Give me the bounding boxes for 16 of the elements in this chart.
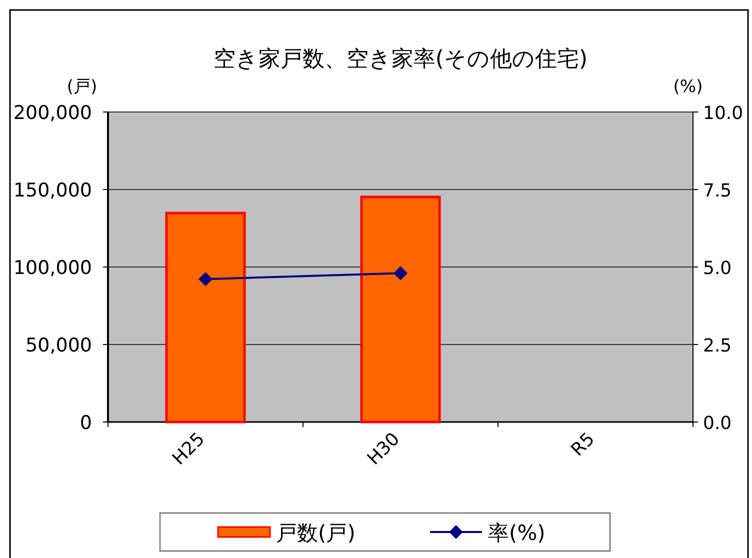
- y2-tick-label: 10.0: [703, 103, 744, 124]
- y-tick-label: 50,000: [26, 334, 92, 356]
- y2-tick-label: 2.5: [703, 336, 732, 356]
- y-tick-label: 100,000: [13, 257, 92, 279]
- x-tick-label: R5: [567, 428, 600, 460]
- y-tick-label: 200,000: [13, 102, 92, 124]
- y-axis-title: (戸): [66, 77, 98, 97]
- y2-axis-title: (%): [673, 77, 703, 97]
- y2-tick-label: 0.0: [703, 413, 732, 434]
- chart-title: 空き家戸数、空き家率(その他の住宅): [213, 47, 588, 72]
- y-tick-label: 0: [80, 412, 92, 434]
- y2-tick-label: 7.5: [703, 180, 732, 202]
- legend-label: 戸数(戸): [276, 521, 356, 545]
- y2-tick-label: 5.0: [703, 258, 732, 279]
- legend-label: 率(%): [488, 521, 546, 545]
- y-tick-label: 150,000: [13, 180, 92, 202]
